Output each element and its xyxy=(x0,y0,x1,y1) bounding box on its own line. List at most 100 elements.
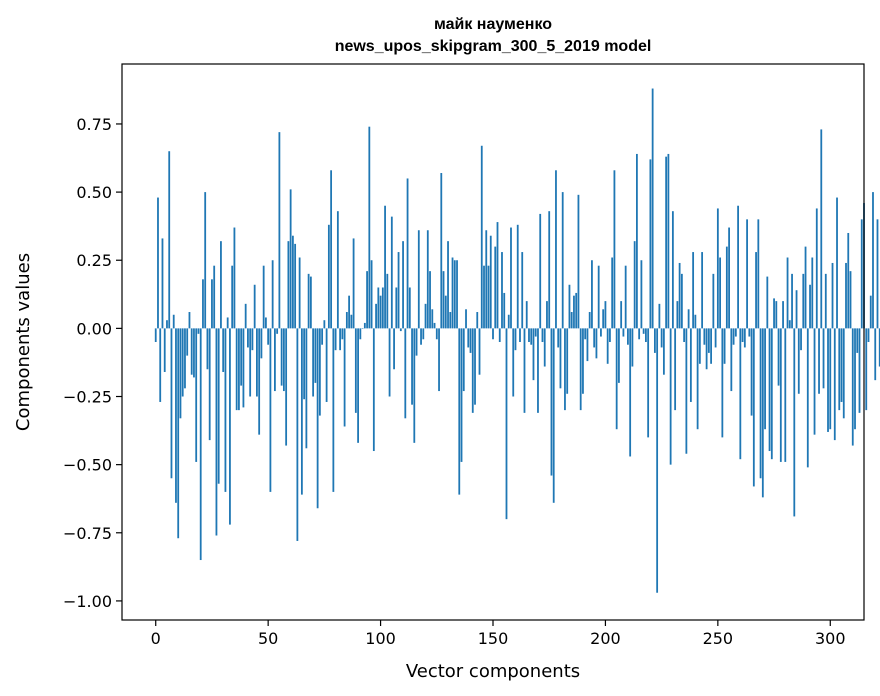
bar xyxy=(629,328,632,457)
bar xyxy=(692,252,695,329)
bar xyxy=(667,153,670,329)
bar xyxy=(249,328,252,397)
bar xyxy=(845,262,847,329)
bar xyxy=(348,295,350,329)
bar xyxy=(334,328,337,351)
bar xyxy=(514,328,517,351)
bar xyxy=(743,328,746,348)
x-tick-label: 200 xyxy=(590,629,621,648)
bar xyxy=(613,170,616,329)
bar xyxy=(721,328,724,438)
bar xyxy=(298,257,301,329)
x-axis-label: Vector components xyxy=(406,661,580,682)
bar xyxy=(251,328,254,351)
bar xyxy=(375,303,377,329)
bar xyxy=(307,273,310,329)
bar xyxy=(561,192,564,329)
bar xyxy=(656,328,659,593)
bar xyxy=(449,312,452,329)
bar xyxy=(321,328,324,345)
bar xyxy=(447,241,449,329)
bar xyxy=(588,312,591,329)
bar xyxy=(199,328,202,561)
bar xyxy=(444,295,447,329)
bar xyxy=(289,189,292,329)
bar xyxy=(797,328,800,394)
bar xyxy=(253,284,256,329)
bar xyxy=(161,238,164,329)
bar xyxy=(465,309,467,329)
bar xyxy=(858,328,861,413)
bar xyxy=(327,224,330,329)
bar xyxy=(429,271,431,329)
bar xyxy=(217,328,220,484)
bar xyxy=(235,328,238,411)
bar xyxy=(354,328,357,413)
plot-frame xyxy=(121,63,865,621)
bar xyxy=(276,328,279,334)
bar xyxy=(170,328,173,479)
bar xyxy=(573,295,575,329)
bar xyxy=(815,208,818,329)
bar xyxy=(662,328,665,375)
bar xyxy=(543,328,546,367)
bar xyxy=(546,301,548,329)
bar xyxy=(408,287,411,329)
bar xyxy=(294,243,297,329)
chart-title-line1: майк науменко xyxy=(434,16,552,33)
bar xyxy=(184,328,186,389)
bar xyxy=(352,238,355,329)
bar xyxy=(175,328,177,503)
bar xyxy=(474,328,476,405)
bar xyxy=(764,328,766,430)
bar xyxy=(282,328,285,392)
bar xyxy=(755,252,757,329)
bar xyxy=(577,194,580,329)
bar xyxy=(336,211,339,329)
bar xyxy=(179,328,182,419)
bar xyxy=(806,328,809,468)
bar xyxy=(404,328,407,419)
bar xyxy=(636,153,638,329)
bar xyxy=(265,317,267,329)
bar xyxy=(638,328,641,340)
bar xyxy=(458,328,461,495)
bar xyxy=(507,314,510,329)
bar xyxy=(341,328,344,340)
bar xyxy=(238,328,240,411)
bar xyxy=(424,303,427,329)
bar xyxy=(557,328,560,348)
bar xyxy=(788,320,791,329)
bar xyxy=(838,328,841,411)
bar xyxy=(579,328,582,411)
x-tick-label: 250 xyxy=(703,629,734,648)
bar xyxy=(206,328,209,370)
bar xyxy=(316,328,319,509)
bar xyxy=(730,328,733,392)
bar xyxy=(719,257,721,329)
bar xyxy=(208,328,211,441)
bar xyxy=(748,328,751,337)
bar xyxy=(537,328,539,413)
bar xyxy=(618,328,620,383)
bar xyxy=(669,328,672,465)
bar xyxy=(555,170,557,329)
bar xyxy=(865,328,868,411)
bar xyxy=(197,328,200,334)
bar xyxy=(240,328,243,386)
bar xyxy=(406,178,409,329)
bar xyxy=(395,287,398,329)
y-tick-label: −0.25 xyxy=(63,388,112,407)
bar xyxy=(503,292,506,329)
bar xyxy=(411,328,413,405)
bar xyxy=(274,328,276,392)
bar xyxy=(739,328,742,460)
bar xyxy=(840,328,843,402)
bar xyxy=(723,328,726,364)
bar xyxy=(476,312,479,329)
bar xyxy=(231,265,234,329)
bar xyxy=(256,328,258,397)
bar xyxy=(696,328,699,430)
bar xyxy=(710,328,712,364)
bar xyxy=(512,328,515,397)
